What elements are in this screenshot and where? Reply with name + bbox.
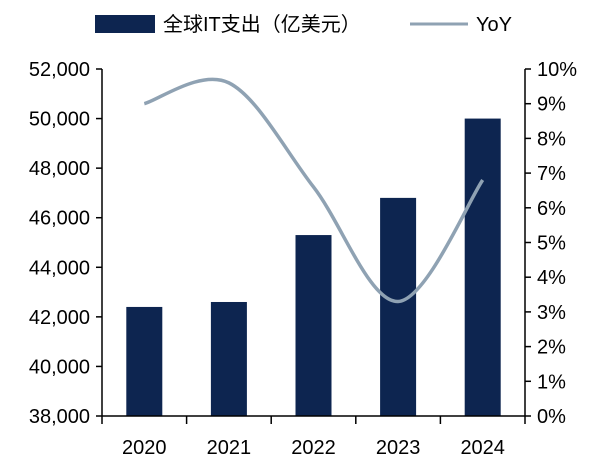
right-tick-label: 3% (537, 302, 566, 324)
left-tick-label: 40,000 (29, 356, 90, 378)
legend: 全球IT支出（亿美元） YoY (95, 13, 512, 36)
left-tick-label: 52,000 (29, 59, 90, 81)
right-tick-label: 1% (537, 371, 566, 393)
right-tick-label: 0% (537, 406, 566, 428)
bar-2022 (295, 235, 332, 416)
left-tick-label: 38,000 (29, 406, 90, 428)
x-tick-label: 2022 (291, 437, 336, 459)
right-tick-label: 5% (537, 233, 566, 255)
x-tick-label: 2021 (207, 437, 252, 459)
right-tick-label: 10% (537, 59, 577, 81)
legend-label-line: YoY (476, 14, 512, 36)
legend-label-bar: 全球IT支出（亿美元） (163, 13, 361, 36)
right-tick-label: 7% (537, 163, 566, 185)
yoy-line (143, 77, 485, 304)
left-tick-label: 46,000 (29, 208, 90, 230)
right-tick-label: 4% (537, 267, 566, 289)
left-tick-label: 50,000 (29, 109, 90, 131)
right-tick-label: 9% (537, 94, 566, 116)
right-tick-label: 2% (537, 337, 566, 359)
bar-2023 (380, 197, 417, 416)
bar-2021 (210, 301, 247, 416)
legend-swatch-bar (95, 15, 155, 33)
left-tick-label: 42,000 (29, 307, 90, 329)
left-tick-label: 44,000 (29, 257, 90, 279)
x-tick-label: 2023 (376, 437, 421, 459)
left-tick-label: 48,000 (29, 158, 90, 180)
right-tick-label: 8% (537, 128, 566, 150)
right-tick-label: 6% (537, 198, 566, 220)
bar-2020 (126, 306, 163, 416)
x-tick-label: 2024 (460, 437, 505, 459)
plot-area: 38,000 40,000 42,000 44,000 46,000 48,000 50,0… (29, 59, 577, 459)
bar-2024 (464, 118, 501, 417)
x-tick-label: 2020 (122, 437, 167, 459)
